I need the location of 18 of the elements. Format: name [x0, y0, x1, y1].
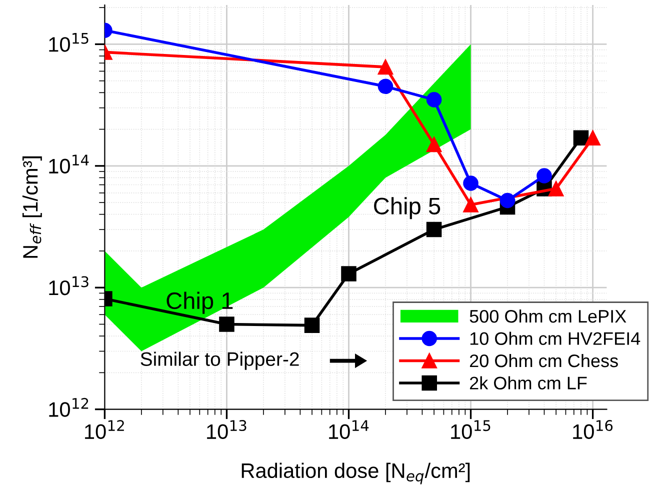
- x-axis-title: Radiation dose [N$_{eq}$/cm²]: [242, 462, 470, 484]
- x-tick-label: 10$^{15}$: [451, 420, 490, 440]
- legend-label: 20 Ohm cm Chess: [470, 354, 618, 368]
- x-tick-label: 10$^{14}$: [329, 420, 369, 440]
- annotation: Chip 5: [374, 197, 440, 220]
- legend-label: 10 Ohm cm HV2FEI4: [470, 332, 640, 345]
- y-axis-title: N$_{eff}$ [1/cm³]: [22, 156, 42, 258]
- y-tick-label: 10$^{12}$: [49, 398, 88, 417]
- x-tick-label: 10$^{12}$: [85, 420, 124, 440]
- y-tick-label: 10$^{15}$: [49, 33, 88, 52]
- x-tick-label: 10$^{13}$: [207, 420, 246, 440]
- legend-label: 500 Ohm cm LePIX: [470, 309, 626, 323]
- x-tick-label: 10$^{16}$: [573, 420, 613, 440]
- annotation: Chip 1: [166, 292, 233, 314]
- y-tick-label: 10$^{14}$: [49, 154, 89, 174]
- y-tick-label: 10$^{13}$: [49, 276, 88, 296]
- legend-label: 2k Ohm cm LF: [470, 376, 587, 390]
- annotation: Similar to Pipper-2: [140, 352, 299, 370]
